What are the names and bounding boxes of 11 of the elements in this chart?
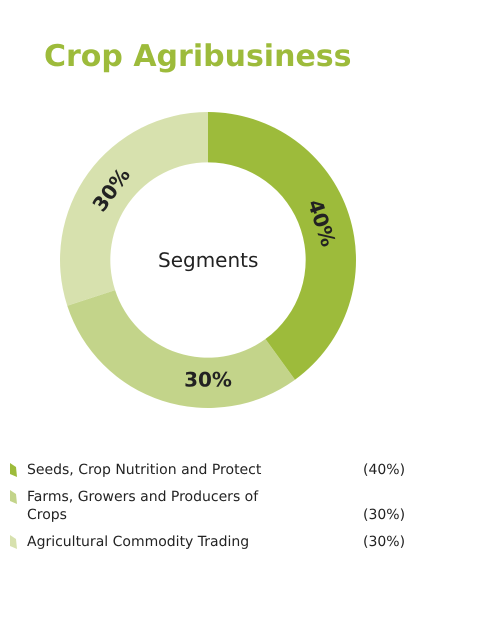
data-label: 40% <box>302 196 341 250</box>
text: (30%) <box>363 507 406 523</box>
legend-label: Seeds, Crop Nutrition and Protect <box>27 462 262 478</box>
data-label: 30% <box>184 368 232 392</box>
chart-title: Crop Agribusiness <box>44 39 352 74</box>
text: (40%) <box>363 462 406 478</box>
text: Segments <box>158 248 258 272</box>
legend-label: Agricultural Commodity Trading <box>27 534 250 550</box>
donut-slice <box>67 290 295 408</box>
text: (30%) <box>363 534 406 550</box>
legend-label: Farms, Growers and Producers of Crops <box>27 489 260 524</box>
